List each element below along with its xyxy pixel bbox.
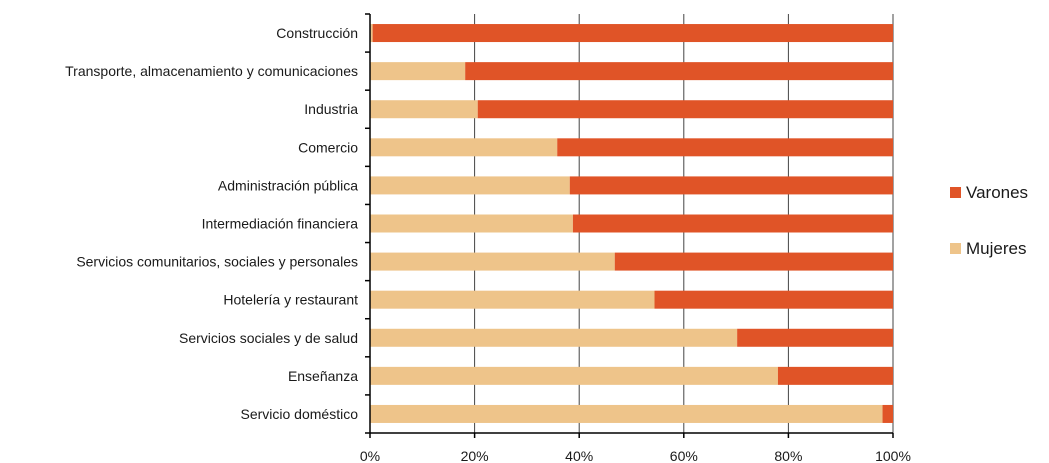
bar-varones-5 xyxy=(572,214,893,233)
x-tick-labels: 0% 20% 40% 60% 80% 100% xyxy=(360,448,911,463)
bar-varones-7 xyxy=(654,290,893,309)
bar-mujeres-4 xyxy=(370,176,570,195)
bar-varones-8 xyxy=(737,328,893,347)
legend-swatch xyxy=(950,243,961,254)
x-tick-label: 60% xyxy=(670,448,698,463)
category-label: Hotelería y restaurant xyxy=(223,292,358,308)
legend-label: Varones xyxy=(966,183,1028,202)
legend: Varones Mujeres xyxy=(950,183,1028,258)
bar-mujeres-2 xyxy=(370,100,478,119)
category-label: Comercio xyxy=(298,139,358,155)
bar-varones-3 xyxy=(557,138,893,157)
x-tick-label: 0% xyxy=(360,448,380,463)
category-label: Industria xyxy=(304,101,358,117)
bar-mujeres-9 xyxy=(370,366,778,385)
bar-mujeres-5 xyxy=(370,214,573,233)
bar-mujeres-1 xyxy=(370,62,466,81)
category-label: Administración pública xyxy=(218,177,358,193)
category-labels: Construcción Transporte, almacenamiento y… xyxy=(65,25,358,422)
bar-mujeres-8 xyxy=(370,328,738,347)
category-label: Servicio doméstico xyxy=(241,406,359,422)
bar-varones-4 xyxy=(569,176,893,195)
x-tick-label: 40% xyxy=(565,448,593,463)
bar-varones-6 xyxy=(614,252,893,271)
category-label: Intermediación financiera xyxy=(202,216,359,232)
legend-label: Mujeres xyxy=(966,239,1026,258)
bar-mujeres-7 xyxy=(370,290,655,309)
category-label: Construcción xyxy=(276,25,358,41)
bar-varones-10 xyxy=(882,404,893,423)
bar-mujeres-0 xyxy=(370,24,373,43)
axes xyxy=(365,13,894,438)
category-label: Servicios sociales y de salud xyxy=(179,330,358,346)
bars xyxy=(370,24,893,423)
bar-mujeres-6 xyxy=(370,252,615,271)
x-tick-label: 20% xyxy=(461,448,489,463)
category-label: Enseñanza xyxy=(288,368,358,384)
bar-mujeres-3 xyxy=(370,138,558,157)
legend-swatch xyxy=(950,187,961,198)
category-label: Servicios comunitarios, sociales y perso… xyxy=(76,254,358,270)
bar-mujeres-10 xyxy=(370,404,883,423)
x-tick-label: 100% xyxy=(875,448,911,463)
bar-varones-9 xyxy=(777,366,893,385)
bar-varones-0 xyxy=(372,24,893,43)
category-label: Transporte, almacenamiento y comunicacio… xyxy=(65,63,358,79)
x-tick-label: 80% xyxy=(774,448,802,463)
bar-varones-2 xyxy=(477,100,893,119)
bar-varones-1 xyxy=(465,62,893,81)
